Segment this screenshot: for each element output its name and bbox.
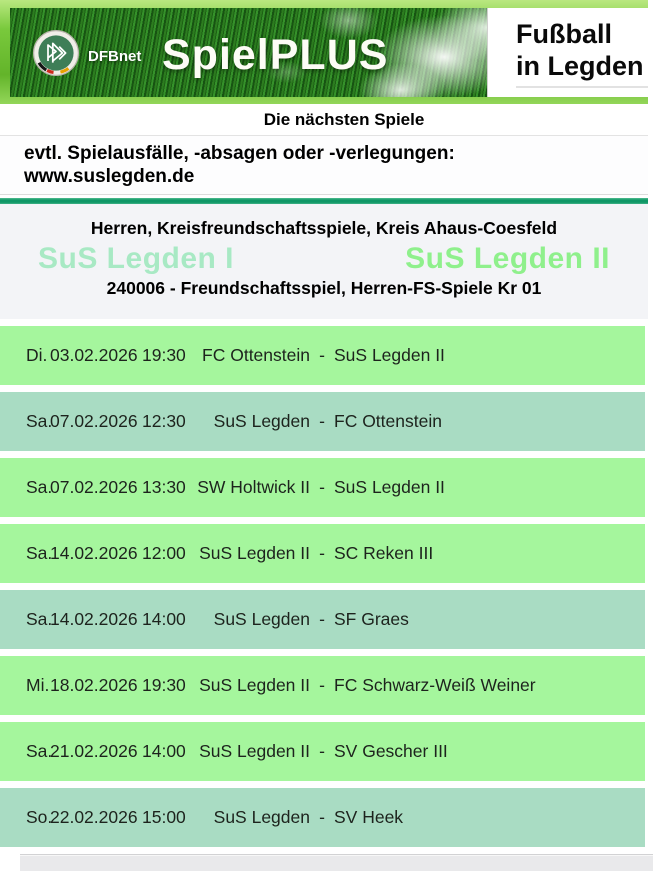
match-row: Sa. 14.02.2026 14:00 SuS Legden - SF Gra… <box>0 590 645 649</box>
match-away-team: SF Graes <box>334 609 409 629</box>
match-date: 07.02.2026 <box>50 477 138 497</box>
match-row: So. 22.02.2026 15:00 SuS Legden - SV Hee… <box>0 788 645 847</box>
match-home-team: SuS Legden II <box>199 675 310 695</box>
match-home-team: FC Ottenstein <box>202 345 310 365</box>
match-away-team: FC Schwarz-Weiß Weiner <box>334 675 536 695</box>
match-separator: - <box>319 675 325 695</box>
match-home-team: SW Holtwick II <box>197 477 310 497</box>
match-day: Sa. <box>26 609 53 629</box>
match-date: 07.02.2026 <box>50 411 138 431</box>
teams-row: SuS Legden I SuS Legden II <box>0 239 648 276</box>
match-day: Sa. <box>26 411 53 431</box>
match-away-team: SV Heek <box>334 807 404 827</box>
match-time: 19:30 <box>142 675 186 695</box>
match-home-team: SuS Legden <box>213 609 310 629</box>
match-separator: - <box>319 411 325 431</box>
notice-website-link[interactable]: www.suslegden.de <box>24 166 195 187</box>
match-date: 21.02.2026 <box>50 741 138 761</box>
match-row: Sa. 07.02.2026 13:30 SW Holtwick II - Su… <box>0 458 645 517</box>
app-title: SpielPLUS <box>162 31 389 79</box>
section-title: Die nächsten Spiele <box>0 104 648 136</box>
match-home-team: SuS Legden <box>213 807 310 827</box>
match-row: Sa. 14.02.2026 12:00 SuS Legden II - SC … <box>0 524 645 583</box>
match-row: Mi. 18.02.2026 19:30 SuS Legden II - FC … <box>0 656 645 715</box>
competition-panel: Herren, Kreisfreundschaftsspiele, Kreis … <box>0 204 648 319</box>
match-separator: - <box>319 543 325 563</box>
dfbnet-brand-label: DFBnet <box>88 48 142 65</box>
match-away-team: FC Ottenstein <box>334 411 442 431</box>
match-away-team: SV Gescher III <box>334 741 448 761</box>
match-day: Sa. <box>26 477 53 497</box>
match-day: So. <box>26 807 53 827</box>
match-date: 22.02.2026 <box>50 807 138 827</box>
header-banner: DFBnet SpielPLUS Fußball in Legden <box>0 0 648 104</box>
match-away-team: SC Reken III <box>334 543 434 563</box>
site-title-line1: Fußball <box>516 19 612 49</box>
match-home-team: SuS Legden II <box>199 741 310 761</box>
match-time: 12:30 <box>142 411 186 431</box>
match-time: 19:30 <box>142 345 186 365</box>
match-time: 14:00 <box>142 741 186 761</box>
match-separator: - <box>319 345 325 365</box>
match-row: Sa. 21.02.2026 14:00 SuS Legden II - SV … <box>0 722 645 781</box>
site-title-line2: in Legden <box>516 51 644 81</box>
dfb-crest-logo <box>32 29 80 77</box>
match-date: 03.02.2026 <box>50 345 138 365</box>
match-separator: - <box>319 609 325 629</box>
match-away-team: SuS Legden II <box>334 477 445 497</box>
match-separator: - <box>319 741 325 761</box>
match-time: 12:00 <box>142 543 186 563</box>
competition-header: Herren, Kreisfreundschaftsspiele, Kreis … <box>90 218 558 238</box>
match-row: Di. 03.02.2026 19:30 FC Ottenstein - SuS… <box>0 326 645 385</box>
notice-panel: evtl. Spielausfälle, -absagen oder -verl… <box>0 136 648 195</box>
match-date: 18.02.2026 <box>50 675 138 695</box>
footer-bar <box>20 854 653 871</box>
match-day: Mi. <box>26 675 50 695</box>
team-link-sus-legden-2[interactable]: SuS Legden II <box>405 242 610 275</box>
grass-banner-image: DFBnet SpielPLUS <box>10 8 487 97</box>
match-separator: - <box>319 477 325 497</box>
site-title-underline <box>516 86 648 88</box>
team-link-sus-legden-1[interactable]: SuS Legden I <box>38 242 235 275</box>
match-separator: - <box>319 807 325 827</box>
match-date: 14.02.2026 <box>50 609 138 629</box>
match-time: 15:00 <box>142 807 186 827</box>
match-time: 14:00 <box>142 609 186 629</box>
competition-subheader: 240006 - Freundschaftsspiel, Herren-FS-S… <box>106 278 542 298</box>
match-home-team: SuS Legden II <box>199 543 310 563</box>
match-day: Sa. <box>26 741 53 761</box>
match-home-team: SuS Legden <box>213 411 310 431</box>
match-day: Sa. <box>26 543 53 563</box>
match-date: 14.02.2026 <box>50 543 138 563</box>
green-divider-bar <box>0 198 648 204</box>
match-row: Sa. 07.02.2026 12:30 SuS Legden - FC Ott… <box>0 392 645 451</box>
notice-text: evtl. Spielausfälle, -absagen oder -verl… <box>24 143 455 164</box>
site-title-box: Fußball in Legden <box>487 8 648 97</box>
match-away-team: SuS Legden II <box>334 345 445 365</box>
match-list: Di. 03.02.2026 19:30 FC Ottenstein - SuS… <box>0 326 653 847</box>
match-time: 13:30 <box>142 477 186 497</box>
match-day: Di. <box>26 345 48 365</box>
